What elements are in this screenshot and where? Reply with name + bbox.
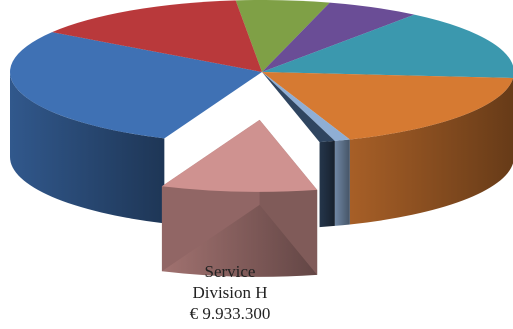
pie-slice-top bbox=[262, 2, 415, 72]
pie-slice-9 bbox=[52, 0, 262, 72]
pie-slice-top bbox=[262, 72, 350, 141]
callout-line-3: € 9.933.300 bbox=[189, 304, 271, 323]
callout-line-1: Service bbox=[204, 262, 256, 281]
pie-slice-side bbox=[10, 72, 165, 224]
pie-slice-side bbox=[349, 78, 513, 225]
pie-slice-top bbox=[262, 72, 513, 140]
slice-callout-label: Service Division H € 9.933.300 bbox=[170, 261, 290, 324]
pie-slice-5 bbox=[262, 72, 350, 226]
callout-line-2: Division H bbox=[192, 283, 268, 302]
pie-slice-top bbox=[235, 0, 330, 73]
pie-slice-6 bbox=[262, 72, 335, 228]
pie-slice-7 bbox=[161, 119, 318, 277]
pie-slice-top bbox=[9, 32, 262, 139]
pie-slice-top bbox=[262, 14, 513, 79]
pie-slice-top bbox=[262, 72, 335, 143]
pie-slice-side bbox=[319, 140, 335, 228]
pie-slice-side bbox=[334, 139, 350, 226]
pie-slice-4 bbox=[262, 72, 513, 225]
pie-slice-8 bbox=[9, 32, 262, 224]
pie-slice-3 bbox=[262, 14, 513, 79]
pie-slice-1 bbox=[235, 0, 330, 73]
pie-slice-top bbox=[52, 0, 262, 72]
pie-slice-top bbox=[161, 119, 318, 192]
pie-slice-2 bbox=[262, 2, 415, 72]
